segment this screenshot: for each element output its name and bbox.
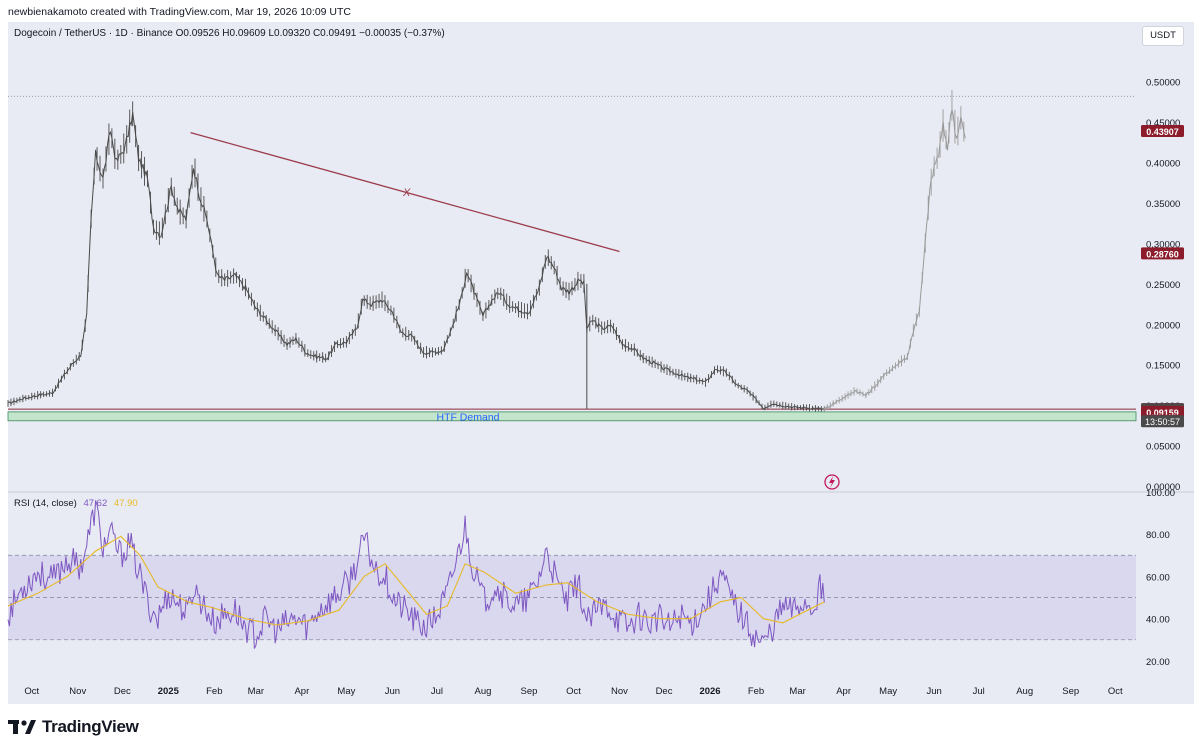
price-tick-label: 0.45000	[1146, 118, 1180, 129]
x-tick-label: Oct	[566, 686, 581, 697]
price-tick-label: 0.40000	[1146, 159, 1180, 170]
price-tick-label: 0.35000	[1146, 199, 1180, 210]
ohlc-open: O0.09526	[175, 28, 220, 39]
x-tick-label: Dec	[114, 686, 131, 697]
symbol-info: Dogecoin / TetherUS · 1D · Binance O0.09…	[14, 28, 445, 39]
price-tag	[1141, 247, 1184, 260]
x-tick-label: Mar	[248, 686, 264, 697]
ohlc-change: −0.00035 (−0.37%)	[359, 28, 445, 39]
x-tick-label: Sep	[521, 686, 538, 697]
price-tag-label: 0.09159	[1146, 408, 1179, 418]
x-tick-label: 2026	[699, 686, 720, 697]
countdown-tag	[1141, 415, 1184, 428]
x-tick-label: Feb	[748, 686, 764, 697]
price-tick-label: 0.25000	[1146, 280, 1180, 291]
x-tick-label: Aug	[474, 686, 491, 697]
ohlc-close: C0.09491	[312, 28, 357, 39]
price-tag	[1141, 124, 1184, 137]
x-tick-label: Aug	[1016, 686, 1033, 697]
price-tick-label: 0.20000	[1146, 320, 1180, 331]
price-series	[7, 101, 825, 412]
price-tick-label: 0.30000	[1146, 239, 1180, 250]
tradingview-icon	[8, 718, 38, 736]
price-tick-label: 0.15000	[1146, 361, 1180, 372]
lightning-icon-bolt	[829, 476, 835, 488]
x-tick-label: Dec	[656, 686, 673, 697]
rsi-tick-label: 100.00	[1146, 488, 1175, 499]
projection-line	[823, 109, 966, 411]
trendline	[190, 132, 620, 253]
x-tick-label: Feb	[206, 686, 222, 697]
symbol-name: Dogecoin / TetherUS · 1D · Binance	[14, 28, 173, 39]
rsi-tick-label: 80.00	[1146, 530, 1170, 541]
x-tick-label: Apr	[836, 686, 851, 697]
price-tick-label: 0.50000	[1146, 78, 1180, 89]
rsi-ma-line	[7, 535, 825, 626]
x-tick-label: Jul	[431, 686, 443, 697]
price-tag-label: 0.28760	[1146, 249, 1179, 259]
rsi-tick-label: 20.00	[1146, 657, 1170, 668]
ohlc-high: H0.09609	[222, 28, 266, 39]
x-tick-label: Sep	[1062, 686, 1079, 697]
x-tick-label: Jun	[385, 686, 400, 697]
price-tick-label: 0.00000	[1146, 482, 1180, 493]
x-tick-label: Nov	[611, 686, 628, 697]
rsi-legend: RSI (14, close) 47.62 47.90	[14, 498, 138, 509]
trendline-label: X	[402, 187, 411, 199]
currency-button[interactable]: USDT	[1142, 26, 1184, 46]
rsi-tick-label: 60.00	[1146, 572, 1170, 583]
x-tick-label: Jul	[973, 686, 985, 697]
x-tick-label: May	[879, 686, 897, 697]
x-tick-label: May	[337, 686, 355, 697]
chart-attribution: newbienakamoto created with TradingView.…	[8, 6, 351, 18]
x-tick-label: Oct	[24, 686, 39, 697]
ohlc-low: L0.09320	[268, 28, 311, 39]
x-tick-label: Jun	[926, 686, 941, 697]
rsi-tick-label: 40.00	[1146, 615, 1170, 626]
lightning-icon	[824, 474, 840, 490]
demand-zone	[7, 411, 1137, 422]
countdown-label: 13:50:57	[1145, 417, 1180, 427]
x-tick-label: Apr	[294, 686, 309, 697]
x-tick-label: Nov	[69, 686, 86, 697]
tradingview-wordmark: TradingView	[42, 717, 139, 736]
demand-zone-label: HTF Demand	[436, 411, 499, 423]
price-tag-label: 0.43907	[1146, 127, 1179, 137]
rsi-value: 47.62	[83, 498, 108, 509]
x-tick-label: Mar	[789, 686, 805, 697]
tradingview-logo[interactable]: TradingView	[8, 716, 139, 738]
x-tick-label: Oct	[1108, 686, 1123, 697]
rsi-title: RSI (14, close)	[14, 498, 77, 509]
rsi-ma-value: 47.90	[113, 498, 138, 509]
lightning-icon-ring	[824, 474, 840, 490]
projection-series	[823, 90, 966, 413]
price-tick-label: 0.05000	[1146, 442, 1180, 453]
x-tick-label: 2025	[158, 686, 180, 697]
price-line	[7, 112, 825, 411]
